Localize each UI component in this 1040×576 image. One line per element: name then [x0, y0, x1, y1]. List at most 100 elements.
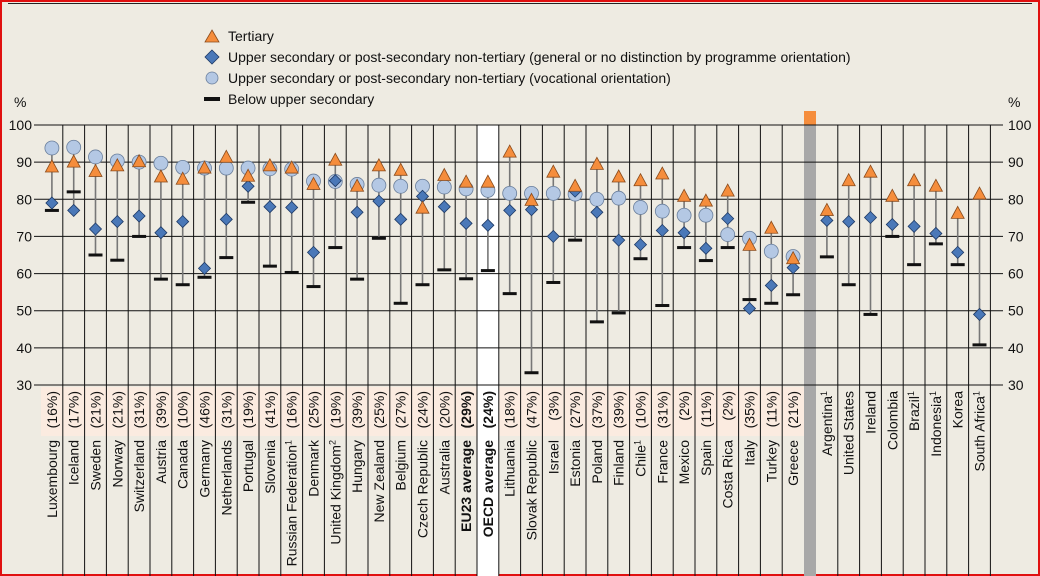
tertiary-mark [480, 174, 496, 188]
below-upper-secondary-mark [459, 277, 474, 281]
circle-icon [205, 71, 219, 84]
category-label: Spain [698, 440, 714, 476]
y-tick-label-left: 90 [16, 154, 32, 170]
tertiary-mark [906, 172, 922, 187]
footnote-marker: 1 [284, 440, 294, 445]
y-tick-label-left: 40 [16, 340, 32, 356]
share-label: (19%) [327, 391, 343, 428]
tertiary-mark [841, 172, 856, 187]
upper-vocational-mark [218, 160, 234, 176]
upper-general-mark [88, 222, 103, 236]
category-label: Israel [545, 440, 561, 474]
share-label: (3%) [545, 391, 561, 421]
tertiary-mark [44, 159, 60, 173]
upper-general-mark [842, 215, 856, 229]
legend-item-tertiary: Tertiary [202, 25, 851, 46]
tertiary-mark [785, 250, 801, 265]
share-label: (24%) [415, 391, 431, 428]
upper-general-mark [197, 261, 212, 275]
y-tick-label-right: 50 [1008, 303, 1024, 319]
tertiary-mark [928, 178, 944, 192]
below-upper-secondary-mark [502, 292, 517, 296]
share-label: (18%) [502, 391, 518, 428]
below-upper-secondary-mark [284, 270, 299, 274]
tertiary-mark [720, 183, 735, 197]
category-label: Czech Republic [415, 440, 431, 538]
share-label: (2%) [720, 391, 736, 421]
share-label: (10%) [175, 391, 191, 428]
footnote-marker: 1 [906, 391, 916, 396]
tertiary-mark [611, 169, 626, 183]
share-label: (31%) [218, 391, 234, 428]
below-upper-secondary-mark [524, 371, 539, 375]
category-label: Netherlands [218, 440, 234, 516]
below-upper-secondary-mark [819, 255, 834, 259]
share-label: (16%) [284, 391, 300, 428]
upper-general-mark [972, 307, 987, 321]
upper-vocational-mark [153, 155, 169, 171]
tertiary-mark [328, 152, 343, 166]
share-label: (2%) [676, 391, 692, 421]
upper-vocational-mark [698, 207, 714, 223]
upper-general-mark [742, 301, 757, 316]
upper-general-mark [132, 209, 146, 223]
upper-vocational-mark [589, 191, 605, 207]
upper-vocational-mark [502, 185, 518, 201]
top-rule [8, 3, 1032, 4]
share-label: (20%) [436, 391, 452, 428]
upper-vocational-mark [633, 200, 648, 215]
y-tick-label-right: 90 [1008, 154, 1024, 170]
y-tick-label-right: 100 [1008, 117, 1032, 133]
upper-vocational-mark [371, 177, 387, 193]
legend-item-upper-general: Upper secondary or post-secondary non-te… [202, 46, 851, 67]
upper-vocational-mark [611, 190, 627, 206]
separator-bar [804, 125, 816, 576]
share-label: (16%) [44, 391, 60, 428]
tertiary-mark [567, 178, 583, 192]
tertiary-mark [219, 149, 234, 163]
share-label: (25%) [371, 391, 387, 428]
below-upper-secondary-mark [480, 269, 495, 273]
below-upper-secondary-mark [764, 301, 779, 305]
y-tick-label-left: 70 [16, 228, 32, 244]
share-label: (39%) [153, 391, 169, 428]
upper-vocational-mark [720, 227, 736, 242]
share-label: (47%) [524, 391, 540, 428]
footnote-marker: 1 [928, 391, 938, 396]
legend: Tertiary Upper secondary or post-seconda… [202, 25, 851, 109]
tertiary-mark [458, 174, 474, 188]
share-label: (27%) [393, 391, 409, 428]
share-label: (25%) [306, 391, 322, 428]
upper-general-mark [786, 261, 800, 275]
below-upper-secondary-mark [262, 264, 277, 268]
tertiary-mark [589, 156, 605, 170]
upper-general-mark [951, 245, 965, 259]
share-label: (31%) [654, 391, 670, 428]
category-label: Argentina1 [819, 391, 835, 456]
upper-general-mark [394, 212, 408, 226]
category-label: Korea [950, 391, 966, 429]
share-label: (37%) [589, 391, 605, 428]
upper-general-mark [481, 218, 495, 232]
y-tick-label-right: 60 [1008, 266, 1024, 282]
upper-general-mark [67, 203, 81, 217]
below-upper-secondary-mark [197, 275, 212, 279]
below-upper-secondary-mark [219, 256, 234, 260]
category-label: Denmark [306, 439, 322, 497]
footnote-marker: 1 [819, 391, 829, 396]
tertiary-mark [415, 200, 430, 214]
category-label: South Africa1 [972, 391, 988, 472]
upper-general-mark [45, 196, 59, 210]
below-upper-secondary-mark [88, 253, 103, 257]
below-upper-secondary-mark [907, 263, 922, 267]
y-tick-label-right: 40 [1008, 340, 1024, 356]
tertiary-mark [240, 168, 256, 182]
below-upper-secondary-mark [611, 311, 626, 315]
y-tick-label-left: 30 [16, 377, 32, 393]
category-label: OECD average [480, 440, 496, 537]
tertiary-mark [524, 192, 539, 206]
category-label: Belgium [393, 440, 409, 491]
below-upper-secondary-mark [350, 277, 365, 281]
share-label: (31%) [131, 391, 147, 428]
